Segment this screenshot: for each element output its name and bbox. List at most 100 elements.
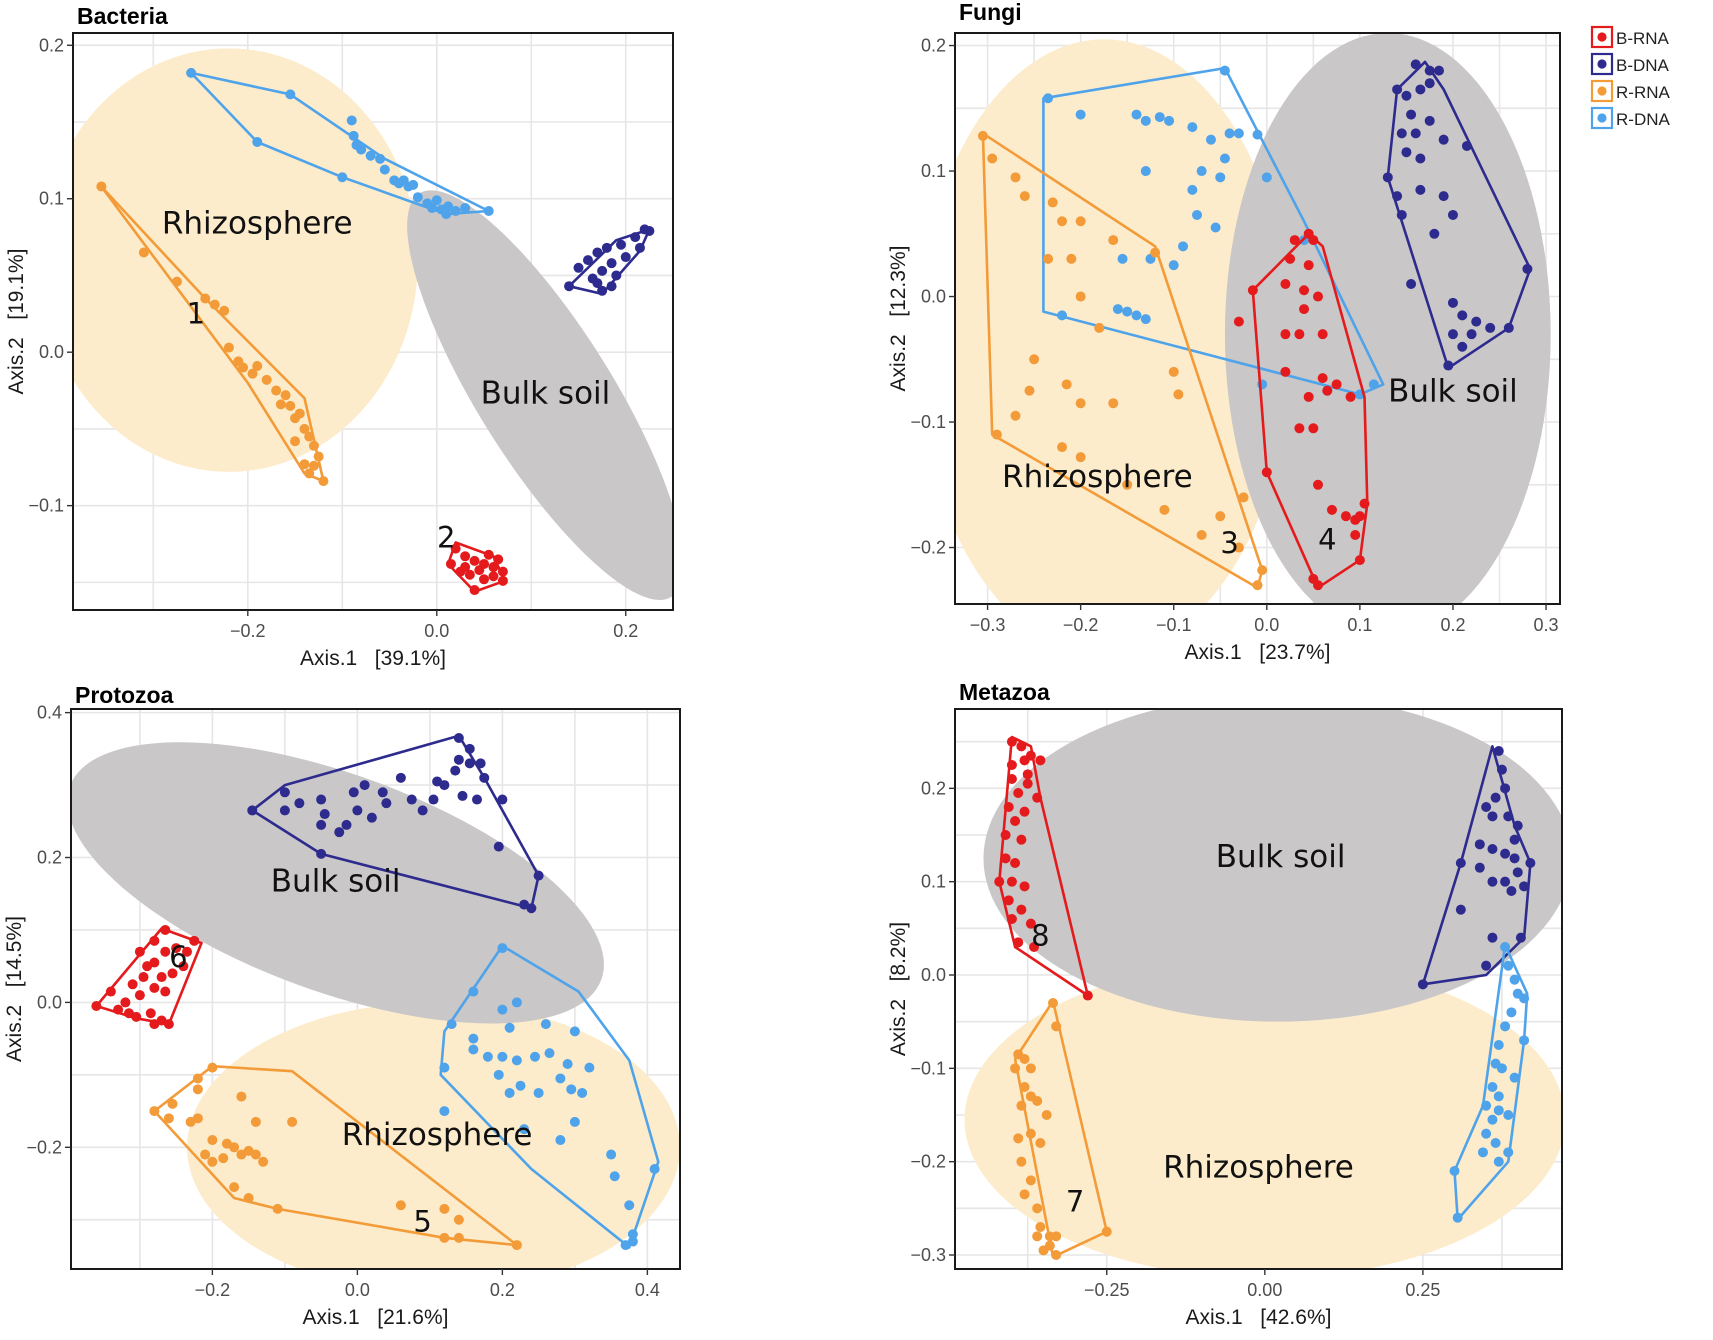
series-r-dna: [439, 943, 660, 1251]
y-tick-label: 0.0: [921, 287, 946, 307]
point-r-dna: [540, 1019, 551, 1030]
point-r-dna: [482, 1051, 493, 1062]
point-r-dna: [450, 206, 461, 217]
y-tick-label: 0.2: [37, 848, 62, 868]
point-b-rna: [131, 1011, 142, 1022]
point-r-dna: [1140, 166, 1151, 177]
point-r-rna: [1051, 1021, 1062, 1032]
point-b-dna: [1447, 329, 1458, 340]
point-r-dna: [1233, 128, 1244, 139]
ellipse-rhizosphere: [187, 1002, 680, 1269]
point-r-dna: [609, 1171, 620, 1182]
point-r-dna: [627, 1229, 638, 1240]
x-tick-label: 0.00: [1247, 1280, 1282, 1300]
x-tick-label: 0.4: [635, 1280, 660, 1300]
point-b-dna: [334, 827, 345, 838]
point-b-rna: [1359, 498, 1370, 509]
point-b-rna: [182, 946, 192, 957]
point-r-dna: [497, 943, 508, 954]
x-axis-label: Axis.1 [42.6%]: [1186, 1306, 1332, 1329]
point-r-dna: [1187, 184, 1198, 195]
point-r-rna: [1025, 1063, 1036, 1074]
point-r-rna: [209, 299, 220, 310]
point-b-rna: [1326, 504, 1337, 515]
point-r-rna: [252, 361, 263, 372]
point-b-rna: [488, 562, 499, 573]
x-axis-label: Axis.1 [23.7%]: [1185, 641, 1331, 664]
point-r-rna: [1252, 580, 1263, 591]
legend-item-r-rna: R-RNA: [1590, 79, 1670, 103]
point-b-dna: [1500, 848, 1511, 859]
point-b-rna: [145, 1008, 156, 1019]
point-r-rna: [511, 1240, 522, 1251]
point-r-rna: [1043, 253, 1054, 264]
point-b-dna: [1447, 297, 1458, 308]
x-axis-label: Axis.1 [39.1%]: [300, 647, 446, 670]
x-tick-label: −0.25: [1084, 1280, 1130, 1300]
point-r-dna: [624, 1200, 635, 1211]
point-r-rna: [1024, 385, 1035, 396]
point-r-dna: [285, 89, 296, 100]
point-b-rna: [120, 997, 131, 1008]
y-axis-label: Axis.2 [8.2%]: [887, 922, 910, 1056]
point-r-rna: [1047, 197, 1058, 208]
point-r-dna: [1503, 1110, 1514, 1120]
point-r-rna: [1075, 216, 1086, 227]
point-r-dna: [443, 201, 454, 212]
point-b-rna: [1016, 834, 1027, 845]
point-b-dna: [582, 255, 593, 266]
point-b-dna: [597, 265, 608, 276]
point-r-rna: [1019, 1054, 1030, 1064]
point-r-rna: [1238, 492, 1249, 503]
x-tick-label: 0.2: [1440, 615, 1465, 635]
series-b-rna: [445, 541, 508, 596]
point-r-rna: [299, 459, 310, 470]
point-b-dna: [417, 805, 428, 816]
x-tick-label: −0.2: [195, 1280, 231, 1300]
point-b-dna: [366, 812, 377, 823]
point-r-rna: [1075, 452, 1086, 463]
point-b-rna: [464, 569, 475, 580]
point-b-rna: [1294, 423, 1305, 434]
point-r-dna: [365, 150, 376, 161]
point-b-dna: [247, 805, 258, 816]
point-b-dna: [294, 798, 305, 809]
point-b-rna: [1029, 942, 1040, 952]
x-tick-label: 0.0: [1254, 615, 1279, 635]
legend-item-b-rna: B-RNA: [1590, 25, 1670, 49]
region-label-rhizosphere: Rhizosphere: [342, 1117, 533, 1153]
point-r-rna: [192, 1084, 203, 1095]
y-tick-label: 0.0: [37, 992, 62, 1012]
point-b-rna: [1016, 741, 1027, 752]
y-tick-label: 0.1: [39, 189, 64, 209]
point-b-rna: [1022, 778, 1033, 789]
ellipse-bulk-soil: [1224, 33, 1551, 604]
x-tick-label: 0.3: [1534, 615, 1559, 635]
series-r-rna: [977, 130, 1268, 591]
point-r-dna: [511, 997, 522, 1008]
panel-protozoa: Rhizosphere Bulk soil 6 5 −0.2 0.0 0.2 0.4 −0.2 0…: [3, 682, 681, 1329]
point-r-rna: [171, 276, 182, 287]
point-r-rna: [192, 1113, 203, 1124]
point-b-rna: [1000, 853, 1011, 864]
point-b-rna: [1322, 385, 1333, 396]
point-b-dna: [493, 841, 504, 852]
cluster-label: 1: [187, 296, 205, 330]
point-r-rna: [258, 1156, 269, 1167]
point-b-rna: [1006, 914, 1017, 924]
point-r-dna: [1205, 134, 1216, 145]
point-r-rna: [271, 385, 282, 396]
point-r-rna: [1075, 291, 1086, 302]
point-b-dna: [479, 772, 490, 783]
point-b-rna: [1317, 373, 1328, 384]
point-r-dna: [1481, 1128, 1492, 1139]
point-r-rna: [1057, 442, 1068, 453]
point-r-rna: [313, 451, 324, 462]
point-r-rna: [395, 1200, 406, 1211]
ellipse-rhizosphere: [73, 48, 418, 472]
y-tick-label: −0.1: [910, 1058, 946, 1078]
point-r-dna: [497, 1051, 508, 1062]
point-r-dna: [1261, 172, 1272, 183]
point-b-dna: [1429, 228, 1440, 239]
point-r-rna: [1016, 1156, 1027, 1167]
